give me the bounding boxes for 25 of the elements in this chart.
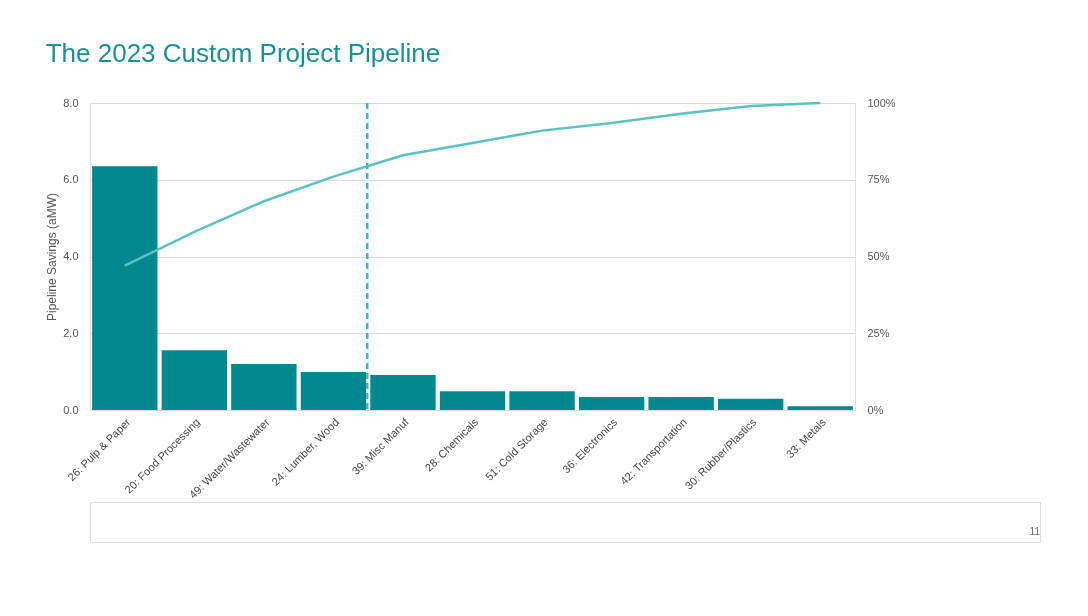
y2-tick-label: 50% [867, 250, 890, 262]
y-tick-label: 2.0 [63, 326, 79, 339]
y-tick-label: 4.0 [63, 250, 79, 262]
bar [509, 391, 575, 410]
y2-tick-label: 25% [867, 326, 890, 339]
y-tick-label: 8.0 [63, 96, 79, 109]
y2-tick-label: 75% [867, 173, 890, 186]
bar [718, 398, 784, 410]
bar [92, 166, 158, 410]
bar [439, 391, 506, 410]
bar [300, 372, 367, 410]
text: 11 [1029, 526, 1041, 537]
bar [161, 350, 227, 410]
y2-tick-label: 0% [867, 403, 884, 416]
y-tick-label: 0.0 [63, 403, 79, 416]
y-axis-title: Pipeline Savings (aMW) [45, 192, 60, 322]
bar [231, 363, 297, 410]
y2-tick-label: 100% [867, 96, 896, 109]
bar [787, 406, 853, 410]
chart-title: The 2023 Custom Project Pipeline [45, 38, 441, 68]
line-series [123, 101, 822, 267]
bar [370, 375, 436, 410]
bar [648, 396, 714, 410]
y-tick-label: 6.0 [63, 173, 79, 186]
bar [578, 396, 645, 410]
